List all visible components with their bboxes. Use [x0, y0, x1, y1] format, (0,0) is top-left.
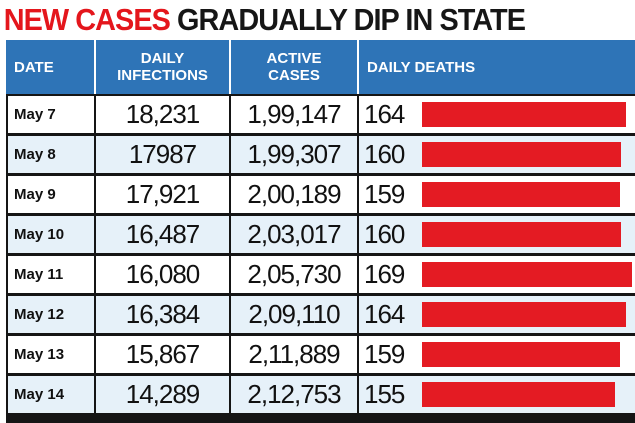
cell-daily-infections: 14,289: [96, 376, 229, 413]
table-row: May 8 17987 1,99,307 160: [6, 136, 635, 173]
cell-date: May 13: [8, 336, 94, 373]
table-row: May 10 16,487 2,03,017 160: [6, 216, 635, 253]
cell-daily-infections: 16,080: [96, 256, 229, 293]
cell-daily-deaths: 159: [359, 336, 635, 373]
cell-active-cases: 2,05,730: [231, 256, 357, 293]
daily-deaths-value: 169: [364, 259, 405, 289]
cell-daily-infections: 15,867: [96, 336, 229, 373]
table-row: May 12 16,384 2,09,110 164: [6, 296, 635, 333]
table-row: May 9 17,921 2,00,189 159: [6, 176, 635, 213]
header-divider: [357, 40, 359, 94]
daily-deaths-bar: [422, 142, 621, 167]
cell-active-cases: 2,09,110: [231, 296, 357, 333]
cell-daily-infections: 18,231: [96, 96, 229, 133]
cell-date: May 14: [8, 376, 94, 413]
daily-deaths-bar: [422, 382, 615, 407]
cell-active-cases: 1,99,147: [231, 96, 357, 133]
daily-deaths-value: 159: [364, 339, 405, 369]
cell-daily-deaths: 164: [359, 96, 635, 133]
cell-date: May 9: [8, 176, 94, 213]
cell-daily-deaths: 155: [359, 376, 635, 413]
cell-date: May 10: [8, 216, 94, 253]
cell-active-cases: 2,00,189: [231, 176, 357, 213]
table-row: May 7 18,231 1,99,147 164: [6, 96, 635, 133]
header-divider: [229, 40, 231, 94]
daily-deaths-bar: [422, 262, 632, 287]
cell-daily-deaths: 169: [359, 256, 635, 293]
daily-deaths-bar: [422, 182, 620, 207]
daily-deaths-value: 160: [364, 219, 405, 249]
cell-active-cases: 2,03,017: [231, 216, 357, 253]
cell-daily-infections: 16,487: [96, 216, 229, 253]
cell-date: May 12: [8, 296, 94, 333]
cell-daily-deaths: 160: [359, 216, 635, 253]
table-row: May 14 14,289 2,12,753 155: [6, 376, 635, 413]
cell-date: May 8: [8, 136, 94, 173]
cell-daily-deaths: 160: [359, 136, 635, 173]
table-header-row: DATE DAILY INFECTIONS ACTIVE CASES DAILY…: [6, 40, 635, 94]
cell-active-cases: 2,12,753: [231, 376, 357, 413]
daily-deaths-value: 159: [364, 179, 405, 209]
cell-active-cases: 2,11,889: [231, 336, 357, 373]
cell-daily-infections: 16,384: [96, 296, 229, 333]
headline-rest: GRADUALLY DIP IN STATE: [177, 2, 526, 37]
cell-date: May 7: [8, 96, 94, 133]
covid-data-table: DATE DAILY INFECTIONS ACTIVE CASES DAILY…: [6, 40, 635, 423]
daily-deaths-bar: [422, 222, 621, 247]
header-active-cases: ACTIVE CASES: [266, 50, 322, 84]
daily-deaths-bar: [422, 102, 626, 127]
table-row: May 13 15,867 2,11,889 159: [6, 336, 635, 373]
cell-active-cases: 1,99,307: [231, 136, 357, 173]
daily-deaths-value: 155: [364, 379, 405, 409]
cell-date: May 11: [8, 256, 94, 293]
cell-daily-deaths: 159: [359, 176, 635, 213]
cell-daily-infections: 17987: [96, 136, 229, 173]
daily-deaths-value: 164: [364, 99, 405, 129]
headline: NEW CASES GRADUALLY DIP IN STATE: [0, 0, 591, 40]
header-date: DATE: [14, 58, 54, 76]
cell-daily-deaths: 164: [359, 296, 635, 333]
headline-highlight: NEW CASES: [3, 2, 171, 37]
header-daily-deaths: DAILY DEATHS: [367, 58, 476, 76]
header-divider: [94, 40, 96, 94]
daily-deaths-bar: [422, 302, 626, 327]
cell-daily-infections: 17,921: [96, 176, 229, 213]
header-daily-infections: DAILY INFECTIONS: [117, 50, 208, 84]
daily-deaths-value: 164: [364, 299, 405, 329]
daily-deaths-value: 160: [364, 139, 405, 169]
table-row: May 11 16,080 2,05,730 169: [6, 256, 635, 293]
daily-deaths-bar: [422, 342, 620, 367]
